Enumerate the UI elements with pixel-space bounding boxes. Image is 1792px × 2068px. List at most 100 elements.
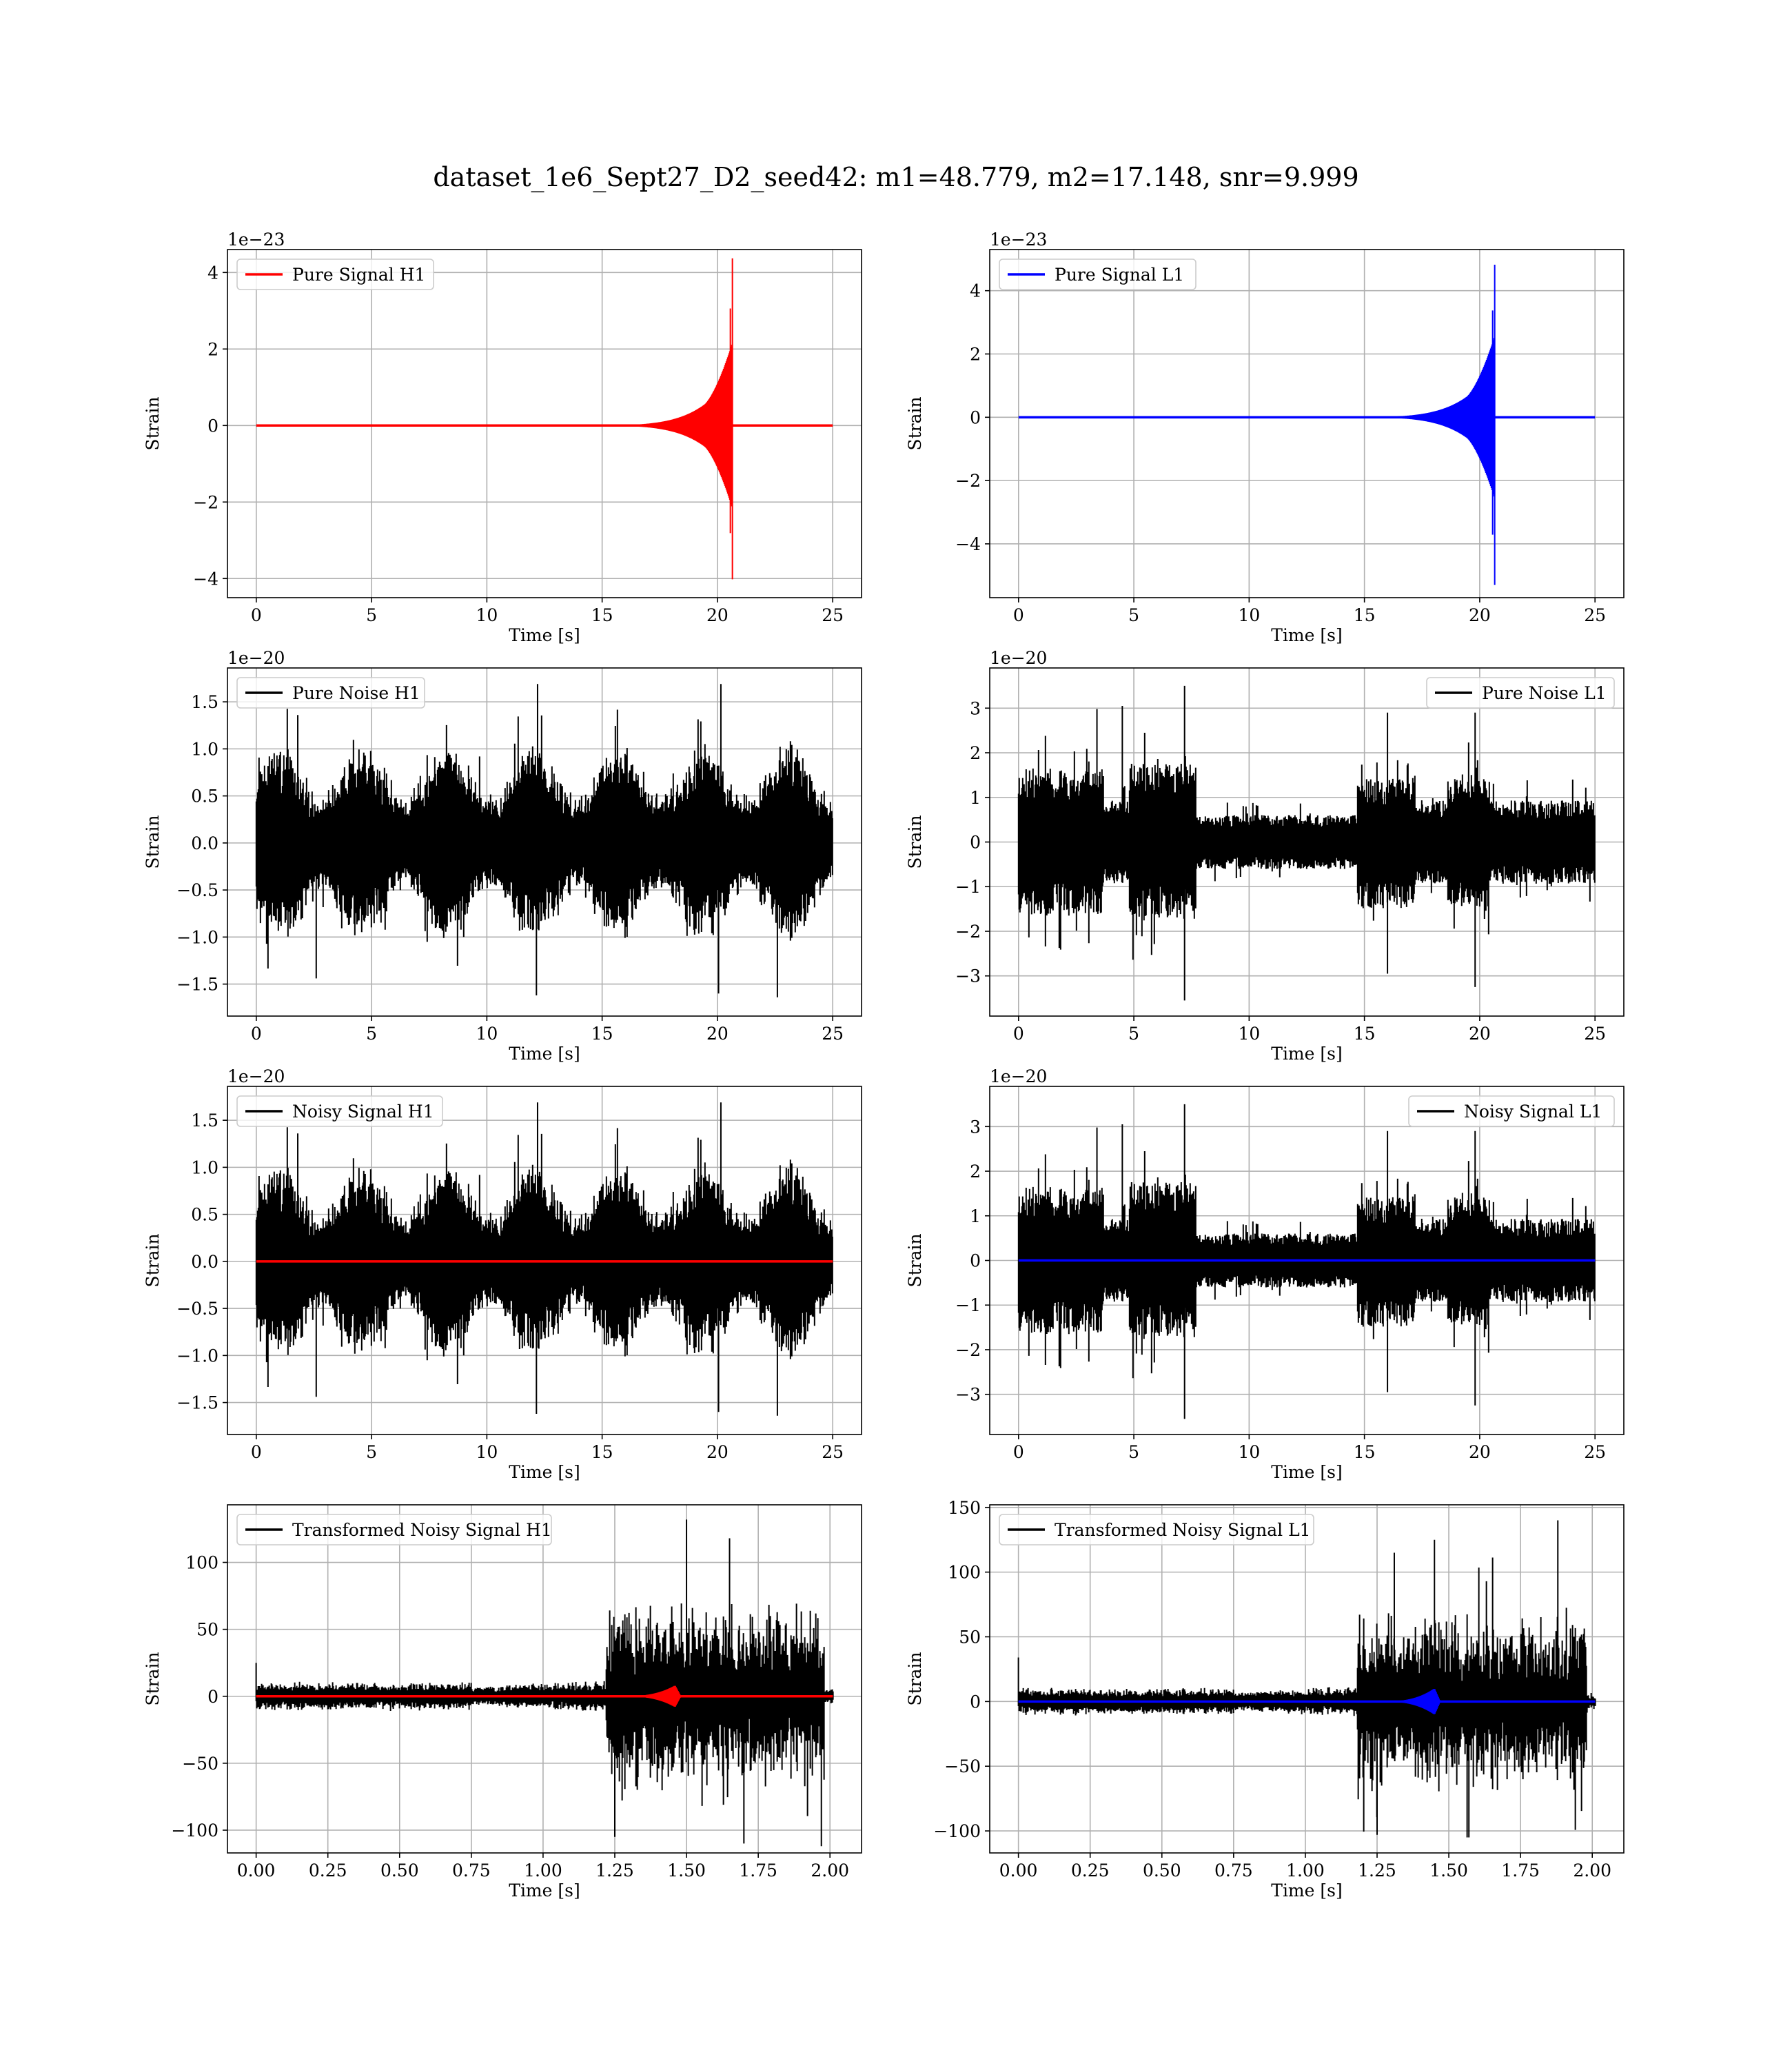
x-tick-label: 10 (1238, 1024, 1260, 1044)
x-tick-label: 10 (476, 1442, 498, 1462)
x-tick-label: 20 (706, 1024, 729, 1044)
y-tick-label: 50 (196, 1620, 218, 1640)
x-tick-label: 0.50 (380, 1861, 419, 1881)
y-tick-label: −4 (193, 569, 218, 589)
y-tick-label: −50 (944, 1756, 981, 1776)
legend: Pure Noise H1 (236, 677, 425, 709)
y-tick-label: −50 (182, 1754, 218, 1774)
x-tick-label: 0.25 (309, 1861, 347, 1881)
x-tick-label: 10 (476, 1024, 498, 1044)
legend-box (999, 258, 1197, 290)
x-tick-label: 0 (1013, 605, 1024, 625)
x-tick-label: 25 (1584, 1024, 1606, 1044)
y-tick-label: 0.0 (191, 833, 218, 853)
x-tick-label: 1.25 (1358, 1861, 1396, 1881)
y-tick-label: 2 (970, 1162, 981, 1182)
x-tick-label: 0.00 (237, 1861, 276, 1881)
x-tick-label: 5 (1128, 605, 1139, 625)
data-series (1017, 1104, 1596, 1419)
y-axis-label: Strain (143, 1652, 163, 1705)
y-tick-label: −2 (193, 492, 218, 512)
data-series (256, 258, 833, 580)
y-tick-label: −1 (955, 877, 981, 897)
y-tick-label: 50 (959, 1627, 981, 1647)
series-noise-1 (1017, 685, 1596, 1001)
x-axis-label: Time [s] (1271, 625, 1342, 645)
y-tick-label: 1.5 (191, 1111, 218, 1131)
y-offset-text: 1e−20 (990, 648, 1047, 668)
y-tick-label: −3 (955, 1385, 981, 1405)
y-tick-label: 2 (970, 345, 981, 365)
x-tick-label: 15 (1354, 605, 1376, 625)
x-axis-label: Time [s] (1271, 1462, 1342, 1482)
x-tick-label: 0.00 (999, 1861, 1038, 1881)
y-tick-label: 4 (207, 263, 218, 283)
x-axis-label: Time [s] (509, 1044, 580, 1064)
subplot-3: 0 5 10 15 20 25 −1.5 −1.0 −0.5 0.0 0.5 1.0 1.5 Time [… (143, 648, 862, 1064)
x-axis-label: Time [s] (509, 1462, 580, 1482)
y-tick-label: −100 (171, 1821, 218, 1841)
legend-label: Pure Noise L1 (1482, 683, 1607, 703)
y-axis-label: Strain (905, 1233, 925, 1287)
y-offset-text: 1e−23 (227, 230, 285, 250)
x-tick-label: 0 (251, 1024, 262, 1044)
data-series (1017, 685, 1596, 1001)
data-series (255, 1102, 833, 1416)
legend-box (236, 258, 434, 290)
x-tick-label: 5 (1128, 1442, 1139, 1462)
data-series (1018, 265, 1596, 585)
legend-label: Pure Signal H1 (292, 265, 425, 285)
x-tick-label: 20 (1469, 1442, 1491, 1462)
series-burst-2 (638, 1685, 681, 1707)
legend-label: Noisy Signal H1 (292, 1102, 434, 1122)
subplot-1: 0 5 10 15 20 25 −4 −2 0 2 4 Time [s] Strain 1e−23 Pure… (143, 230, 862, 645)
y-tick-label: 150 (948, 1498, 981, 1518)
legend: Pure Signal H1 (236, 258, 434, 290)
x-tick-label: 5 (1128, 1024, 1139, 1044)
data-series (1017, 1520, 1596, 1838)
y-offset-text: 1e−20 (990, 1066, 1047, 1086)
x-tick-label: 5 (366, 605, 377, 625)
x-tick-label: 0.75 (452, 1861, 491, 1881)
y-tick-label: −1.0 (176, 1346, 218, 1366)
y-tick-label: 1 (970, 788, 981, 808)
y-tick-label: 3 (970, 698, 981, 718)
legend: Pure Signal L1 (999, 258, 1197, 290)
series-noise-1 (255, 684, 833, 997)
y-tick-label: 2 (207, 339, 218, 359)
x-tick-label: 0 (251, 605, 262, 625)
y-tick-label: 0.5 (191, 787, 218, 807)
y-tick-label: −2 (955, 1340, 981, 1360)
y-offset-text: 1e−20 (227, 648, 285, 668)
y-offset-text: 1e−23 (990, 230, 1047, 250)
legend-box (236, 677, 425, 709)
x-tick-label: 20 (1469, 605, 1491, 625)
legend-box (1426, 677, 1615, 709)
y-tick-label: 4 (970, 281, 981, 301)
axes-frame (227, 1086, 862, 1435)
x-tick-label: 1.75 (1501, 1861, 1540, 1881)
x-tick-label: 1.00 (524, 1861, 562, 1881)
y-tick-label: 0 (970, 833, 981, 853)
y-tick-label: 1.0 (191, 1157, 218, 1177)
x-tick-label: 10 (476, 605, 498, 625)
y-tick-label: 0 (207, 416, 218, 436)
x-tick-label: 10 (1238, 605, 1260, 625)
legend: Transformed Noisy Signal H1 (236, 1514, 552, 1545)
legend-box (236, 1514, 552, 1545)
legend: Pure Noise L1 (1426, 677, 1615, 709)
x-tick-label: 15 (591, 1024, 613, 1044)
x-tick-label: 0.75 (1214, 1861, 1253, 1881)
y-tick-label: 100 (185, 1553, 218, 1573)
x-tick-label: 20 (1469, 1024, 1491, 1044)
y-tick-label: −1.5 (176, 975, 218, 995)
y-tick-label: 0 (970, 407, 981, 427)
y-axis-label: Strain (143, 815, 163, 869)
legend-box (236, 1095, 443, 1127)
x-tick-label: 25 (1584, 1442, 1606, 1462)
legend-box (999, 1514, 1314, 1545)
axes-frame (227, 249, 862, 598)
x-tick-label: 15 (1354, 1442, 1376, 1462)
y-tick-label: −1 (955, 1295, 981, 1315)
